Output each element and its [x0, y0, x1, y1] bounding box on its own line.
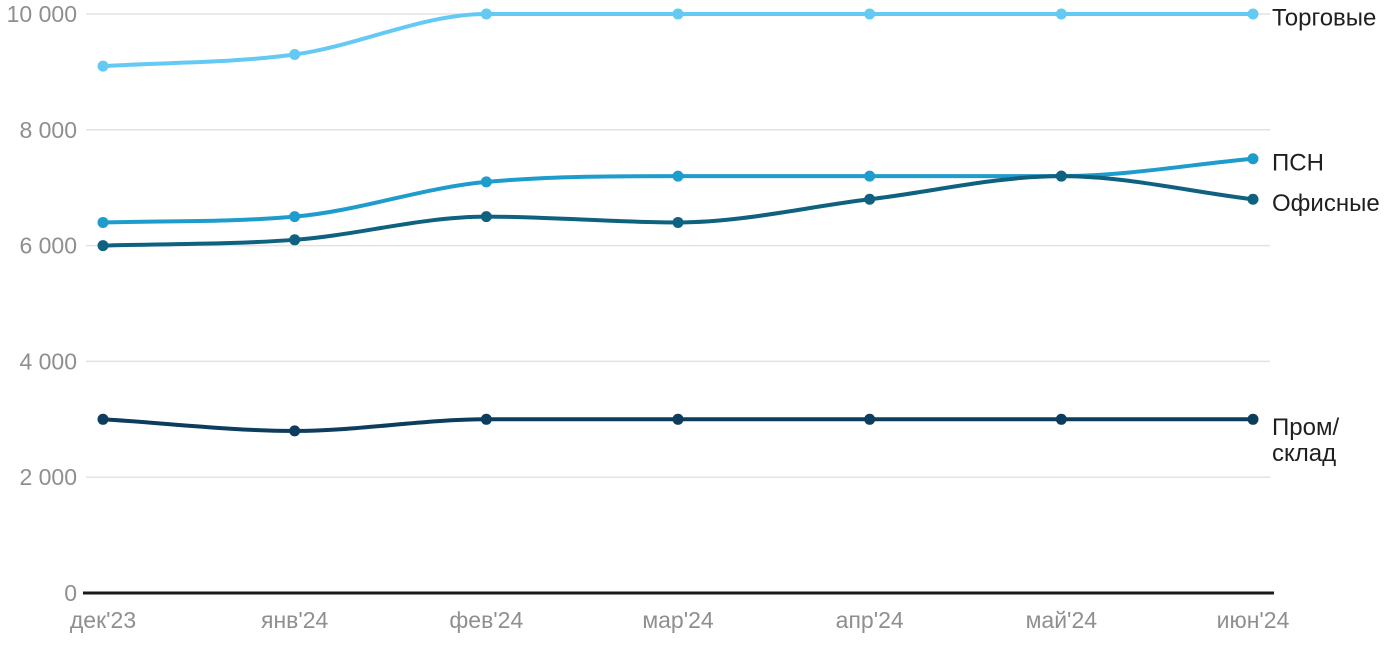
series-label: Офисные: [1272, 190, 1380, 217]
data-point: [97, 60, 109, 72]
data-point: [1247, 413, 1259, 425]
data-point: [1055, 413, 1067, 425]
data-point: [289, 425, 301, 437]
x-tick-label: фев'24: [449, 607, 523, 633]
data-point: [97, 240, 109, 252]
data-point: [1247, 153, 1259, 165]
x-tick-label: июн'24: [1217, 607, 1290, 633]
x-tick-label: мар'24: [642, 607, 714, 633]
series-line: [101, 156, 1255, 225]
data-point: [672, 8, 684, 20]
data-point: [672, 413, 684, 425]
y-tick-label: 0: [64, 580, 77, 606]
data-point: [1247, 8, 1259, 20]
data-point: [672, 216, 684, 228]
data-point: [1247, 193, 1259, 205]
series-label: Пром/: [1272, 414, 1339, 441]
data-point: [1055, 8, 1067, 20]
data-point: [480, 211, 492, 223]
y-tick-label: 8 000: [19, 117, 77, 143]
series-line: [101, 174, 1255, 248]
data-point: [289, 49, 301, 61]
x-tick-label: май'24: [1026, 607, 1098, 633]
data-point: [864, 193, 876, 205]
y-tick-label: 2 000: [19, 464, 77, 490]
series-label: Торговые: [1272, 5, 1376, 32]
y-tick-label: 4 000: [19, 348, 77, 374]
data-point: [1055, 170, 1067, 182]
x-tick-label: дек'23: [70, 607, 136, 633]
series-label: склад: [1272, 440, 1336, 467]
y-tick-label: 10 000: [7, 1, 77, 27]
data-point: [97, 216, 109, 228]
data-point: [97, 413, 109, 425]
x-tick-label: апр'24: [836, 607, 904, 633]
data-point: [864, 8, 876, 20]
data-point: [480, 413, 492, 425]
data-point: [864, 170, 876, 182]
y-tick-label: 6 000: [19, 233, 77, 259]
x-tick-label: янв'24: [261, 607, 329, 633]
data-point: [480, 8, 492, 20]
data-point: [289, 211, 301, 223]
data-point: [864, 413, 876, 425]
series-line: [101, 11, 1255, 69]
data-point: [672, 170, 684, 182]
data-point: [289, 234, 301, 246]
data-point: [480, 176, 492, 188]
series-label: ПСН: [1272, 149, 1324, 176]
